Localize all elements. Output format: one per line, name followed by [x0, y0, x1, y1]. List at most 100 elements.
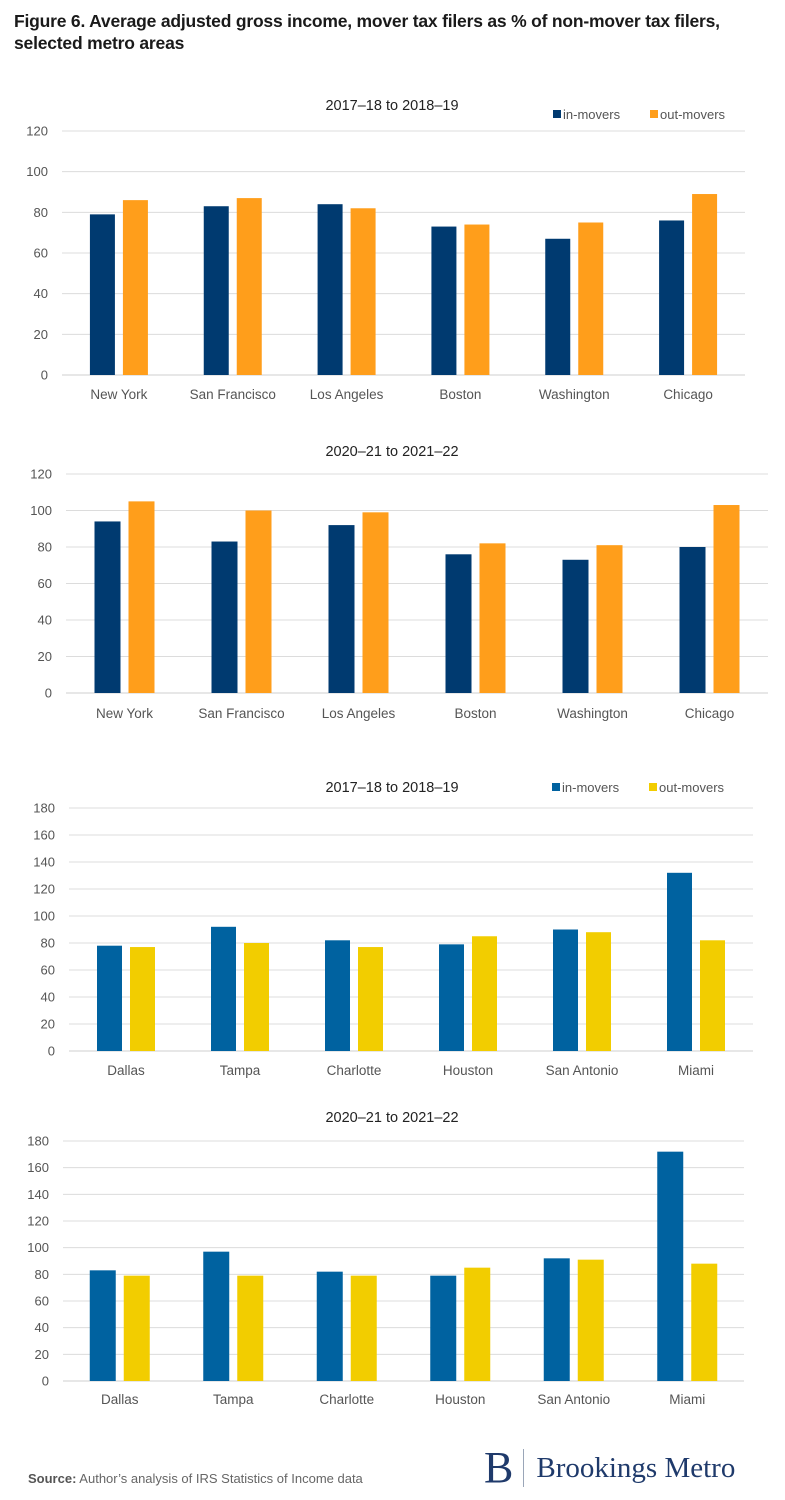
source-note: Source: Author’s analysis of IRS Statist… [28, 1471, 363, 1486]
y-tick-label: 20 [34, 327, 48, 342]
legend-label-in-movers: in-movers [562, 780, 620, 795]
legend-label-in-movers: in-movers [563, 107, 621, 122]
x-category-label: Charlotte [327, 1063, 382, 1078]
legend-swatch-out-movers [650, 110, 658, 118]
y-tick-label: 0 [48, 1044, 55, 1059]
bar-out-movers [691, 1263, 718, 1381]
bar-out-movers [596, 545, 623, 693]
bar-out-movers [464, 1267, 491, 1381]
bar-in-movers [543, 1258, 570, 1381]
x-category-label: Chicago [685, 706, 735, 721]
x-category-label: Dallas [107, 1063, 145, 1078]
bar-out-movers [578, 222, 604, 375]
chart-metro-sunbelt-2017-2019: 0 20 40 60 80 100 120 140 160 180 2017–18 to 2018–… [33, 780, 753, 1078]
y-tick-label: 0 [45, 686, 52, 701]
brookings-metro-logo: B Brookings Metro [484, 1446, 735, 1490]
y-tick-label: 140 [27, 1187, 49, 1202]
y-tick-label: 100 [33, 909, 55, 924]
chart-metro-sunbelt-2020-2022: 0 20 40 60 80 100 120 140 160 180 2020–21 to 2021–… [27, 1110, 744, 1407]
x-category-label: New York [96, 706, 153, 721]
bar-in-movers [316, 1271, 343, 1381]
y-tick-label: 100 [26, 164, 48, 179]
bar-out-movers [237, 1275, 264, 1381]
bar-in-movers [89, 1270, 116, 1381]
legend-swatch-out-movers [649, 783, 657, 791]
bar-in-movers [553, 929, 578, 1051]
chart-metro-large-2017-2019: 0 20 40 60 80 100 120 2017–18 to 2018–19 New Yor… [26, 98, 745, 402]
bar-out-movers [479, 543, 506, 693]
x-category-label: Tampa [213, 1392, 254, 1407]
x-category-label: Washington [539, 387, 610, 402]
y-tick-label: 160 [27, 1160, 49, 1175]
bar-out-movers [236, 198, 262, 375]
x-category-label: Washington [557, 706, 628, 721]
bar-in-movers [431, 226, 457, 375]
y-tick-label: 40 [38, 613, 52, 628]
x-category-label: Tampa [220, 1063, 261, 1078]
bar-out-movers [350, 1275, 377, 1381]
y-tick-label: 80 [41, 936, 55, 951]
bar-out-movers [122, 200, 148, 375]
legend-swatch-in-movers [553, 110, 561, 118]
x-category-label: Dallas [101, 1392, 139, 1407]
bar-in-movers [445, 554, 472, 693]
bar-out-movers [350, 208, 376, 375]
x-category-label: Miami [669, 1392, 705, 1407]
y-tick-label: 80 [38, 540, 52, 555]
y-tick-label: 60 [38, 576, 52, 591]
bar-in-movers [328, 525, 355, 693]
chart-metro-large-2020-2022: 0 20 40 60 80 100 120 2020–21 to 2021–22 New Yor… [30, 444, 768, 721]
bar-in-movers [667, 872, 692, 1051]
y-tick-label: 180 [33, 801, 55, 816]
y-tick-label: 180 [27, 1134, 49, 1149]
y-tick-label: 140 [33, 855, 55, 870]
logo-mark: B [484, 1443, 514, 1492]
legend-label-out-movers: out-movers [660, 107, 726, 122]
bar-out-movers [700, 940, 725, 1051]
logo-divider [523, 1449, 525, 1487]
x-category-label: Los Angeles [310, 387, 384, 402]
y-tick-label: 80 [34, 205, 48, 220]
x-category-label: Boston [454, 706, 496, 721]
x-category-label: San Francisco [198, 706, 284, 721]
x-category-label: San Antonio [537, 1392, 610, 1407]
x-category-label: Los Angeles [322, 706, 396, 721]
x-category-label: Charlotte [319, 1392, 374, 1407]
legend-swatch-in-movers [552, 783, 560, 791]
y-tick-label: 0 [41, 368, 48, 383]
bar-in-movers [325, 940, 350, 1051]
x-category-label: San Antonio [546, 1063, 619, 1078]
bar-out-movers [244, 943, 269, 1051]
chart-title: 2017–18 to 2018–19 [325, 98, 458, 114]
bar-in-movers [545, 238, 571, 375]
y-tick-label: 80 [35, 1267, 49, 1282]
y-tick-label: 40 [41, 990, 55, 1005]
bar-in-movers [211, 541, 238, 693]
bar-out-movers [245, 510, 272, 693]
bar-out-movers [128, 501, 155, 693]
bar-in-movers [203, 206, 229, 375]
bar-out-movers [713, 505, 740, 693]
y-tick-label: 60 [35, 1294, 49, 1309]
y-tick-label: 100 [30, 503, 52, 518]
bar-out-movers [577, 1259, 604, 1381]
y-tick-label: 120 [30, 467, 52, 482]
y-tick-label: 160 [33, 828, 55, 843]
x-category-label: Boston [439, 387, 481, 402]
bar-in-movers [430, 1275, 457, 1381]
y-tick-label: 20 [41, 1017, 55, 1032]
bar-out-movers [472, 936, 497, 1051]
y-tick-label: 120 [26, 124, 48, 139]
x-category-label: Houston [435, 1392, 485, 1407]
bar-in-movers [659, 220, 685, 375]
x-category-label: Miami [678, 1063, 714, 1078]
bar-in-movers [211, 926, 236, 1051]
bar-in-movers [679, 547, 706, 693]
bar-out-movers [362, 512, 389, 693]
x-category-label: San Francisco [190, 387, 276, 402]
bar-in-movers [657, 1151, 684, 1381]
bar-out-movers [586, 932, 611, 1051]
y-tick-label: 0 [42, 1374, 49, 1389]
bar-out-movers [358, 947, 383, 1051]
y-tick-label: 20 [38, 649, 52, 664]
